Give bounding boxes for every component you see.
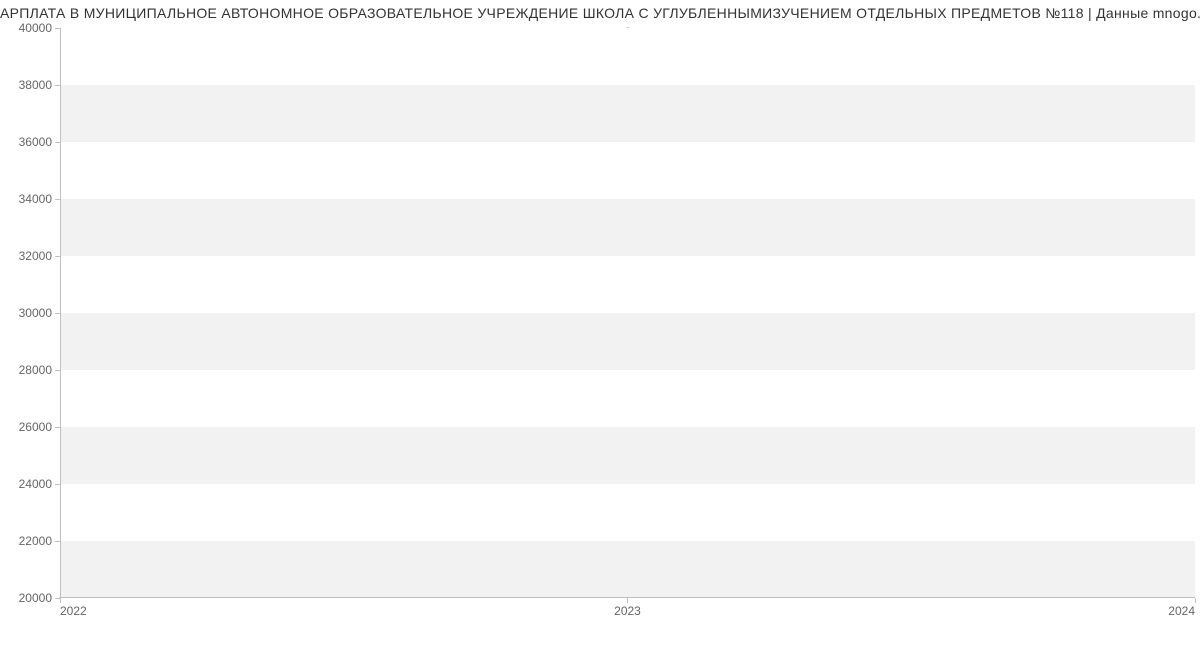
y-tick-label: 34000 <box>19 192 52 206</box>
x-axis-line <box>60 597 1195 598</box>
grid-band <box>60 370 1195 427</box>
y-tick-label: 22000 <box>19 534 52 548</box>
y-tick-label: 36000 <box>19 135 52 149</box>
y-axis-line <box>60 28 61 598</box>
grid-band <box>60 85 1195 142</box>
y-tick-label: 40000 <box>19 21 52 35</box>
x-tick-label: 2024 <box>1168 604 1195 618</box>
grid-band <box>60 142 1195 199</box>
y-tick-label: 24000 <box>19 477 52 491</box>
x-tick-mark <box>1195 598 1196 603</box>
x-tick-label: 2022 <box>60 604 87 618</box>
y-tick-label: 38000 <box>19 78 52 92</box>
grid-band <box>60 541 1195 598</box>
grid-band <box>60 199 1195 256</box>
chart-title: АРПЛАТА В МУНИЦИПАЛЬНОЕ АВТОНОМНОЕ ОБРАЗ… <box>0 5 1200 21</box>
y-tick-label: 32000 <box>19 249 52 263</box>
salary-line-chart: АРПЛАТА В МУНИЦИПАЛЬНОЕ АВТОНОМНОЕ ОБРАЗ… <box>0 0 1200 650</box>
x-tick-label: 2023 <box>614 604 641 618</box>
x-tick-mark <box>60 598 61 603</box>
y-tick-label: 28000 <box>19 363 52 377</box>
grid-band <box>60 427 1195 484</box>
y-tick-label: 26000 <box>19 420 52 434</box>
grid-band <box>60 28 1195 85</box>
y-tick-label: 20000 <box>19 591 52 605</box>
y-tick-label: 30000 <box>19 306 52 320</box>
grid-band <box>60 256 1195 313</box>
grid-band <box>60 313 1195 370</box>
grid-band <box>60 484 1195 541</box>
plot-area: 2000022000240002600028000300003200034000… <box>60 28 1195 598</box>
x-tick-mark <box>627 598 628 603</box>
